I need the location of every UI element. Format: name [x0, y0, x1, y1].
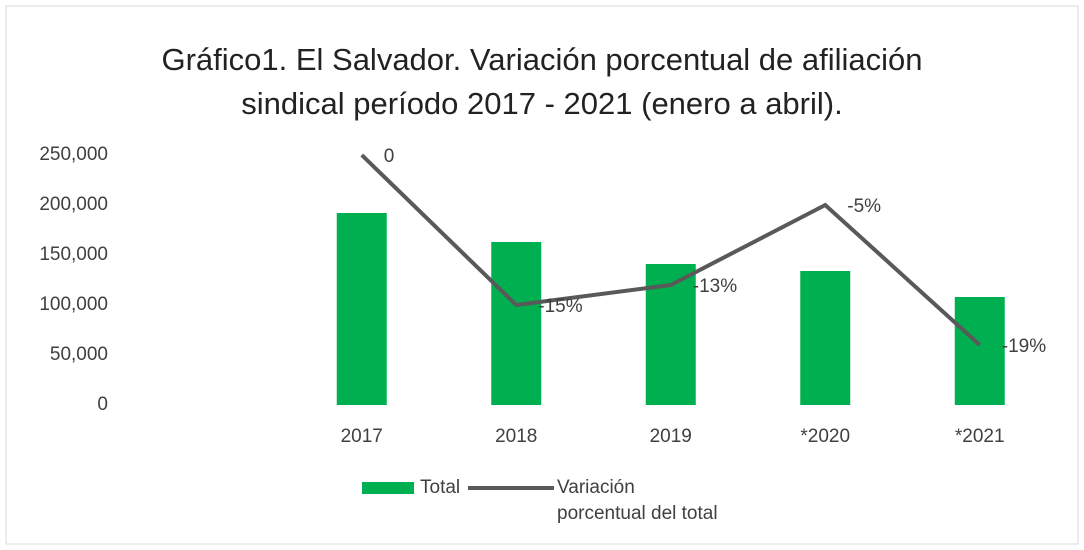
y-tick-label: 50,000: [50, 344, 108, 365]
bar: [954, 297, 1005, 405]
x-tick-label: 2018: [495, 426, 537, 447]
chart-title: Gráfico1. El Salvador. Variación porcent…: [161, 42, 923, 121]
y-tick-label: 0: [97, 394, 108, 415]
legend-label: Total: [420, 477, 461, 498]
bar: [800, 271, 851, 405]
legend-swatch: [362, 482, 414, 494]
y-tick-label: 150,000: [39, 244, 108, 265]
line: [360, 153, 982, 347]
chart-frame: [5, 5, 1079, 545]
x-tick-label: 2017: [341, 426, 383, 447]
y-tick-label: 250,000: [39, 144, 108, 165]
y-tick-label: 100,000: [39, 294, 108, 315]
data-label: -15%: [538, 296, 582, 317]
y-tick-label: 200,000: [39, 194, 108, 215]
data-label: -5%: [847, 196, 881, 217]
data-label: -19%: [1002, 336, 1046, 357]
x-tick-label: 2019: [650, 426, 692, 447]
x-tick-label: *2021: [955, 426, 1005, 447]
legend-label: Variación porcentual del total: [557, 477, 718, 524]
data-label: -13%: [693, 276, 737, 297]
x-tick-label: *2020: [800, 426, 850, 447]
data-label: 0: [384, 146, 395, 167]
bar: [336, 213, 387, 405]
bar: [491, 242, 542, 405]
